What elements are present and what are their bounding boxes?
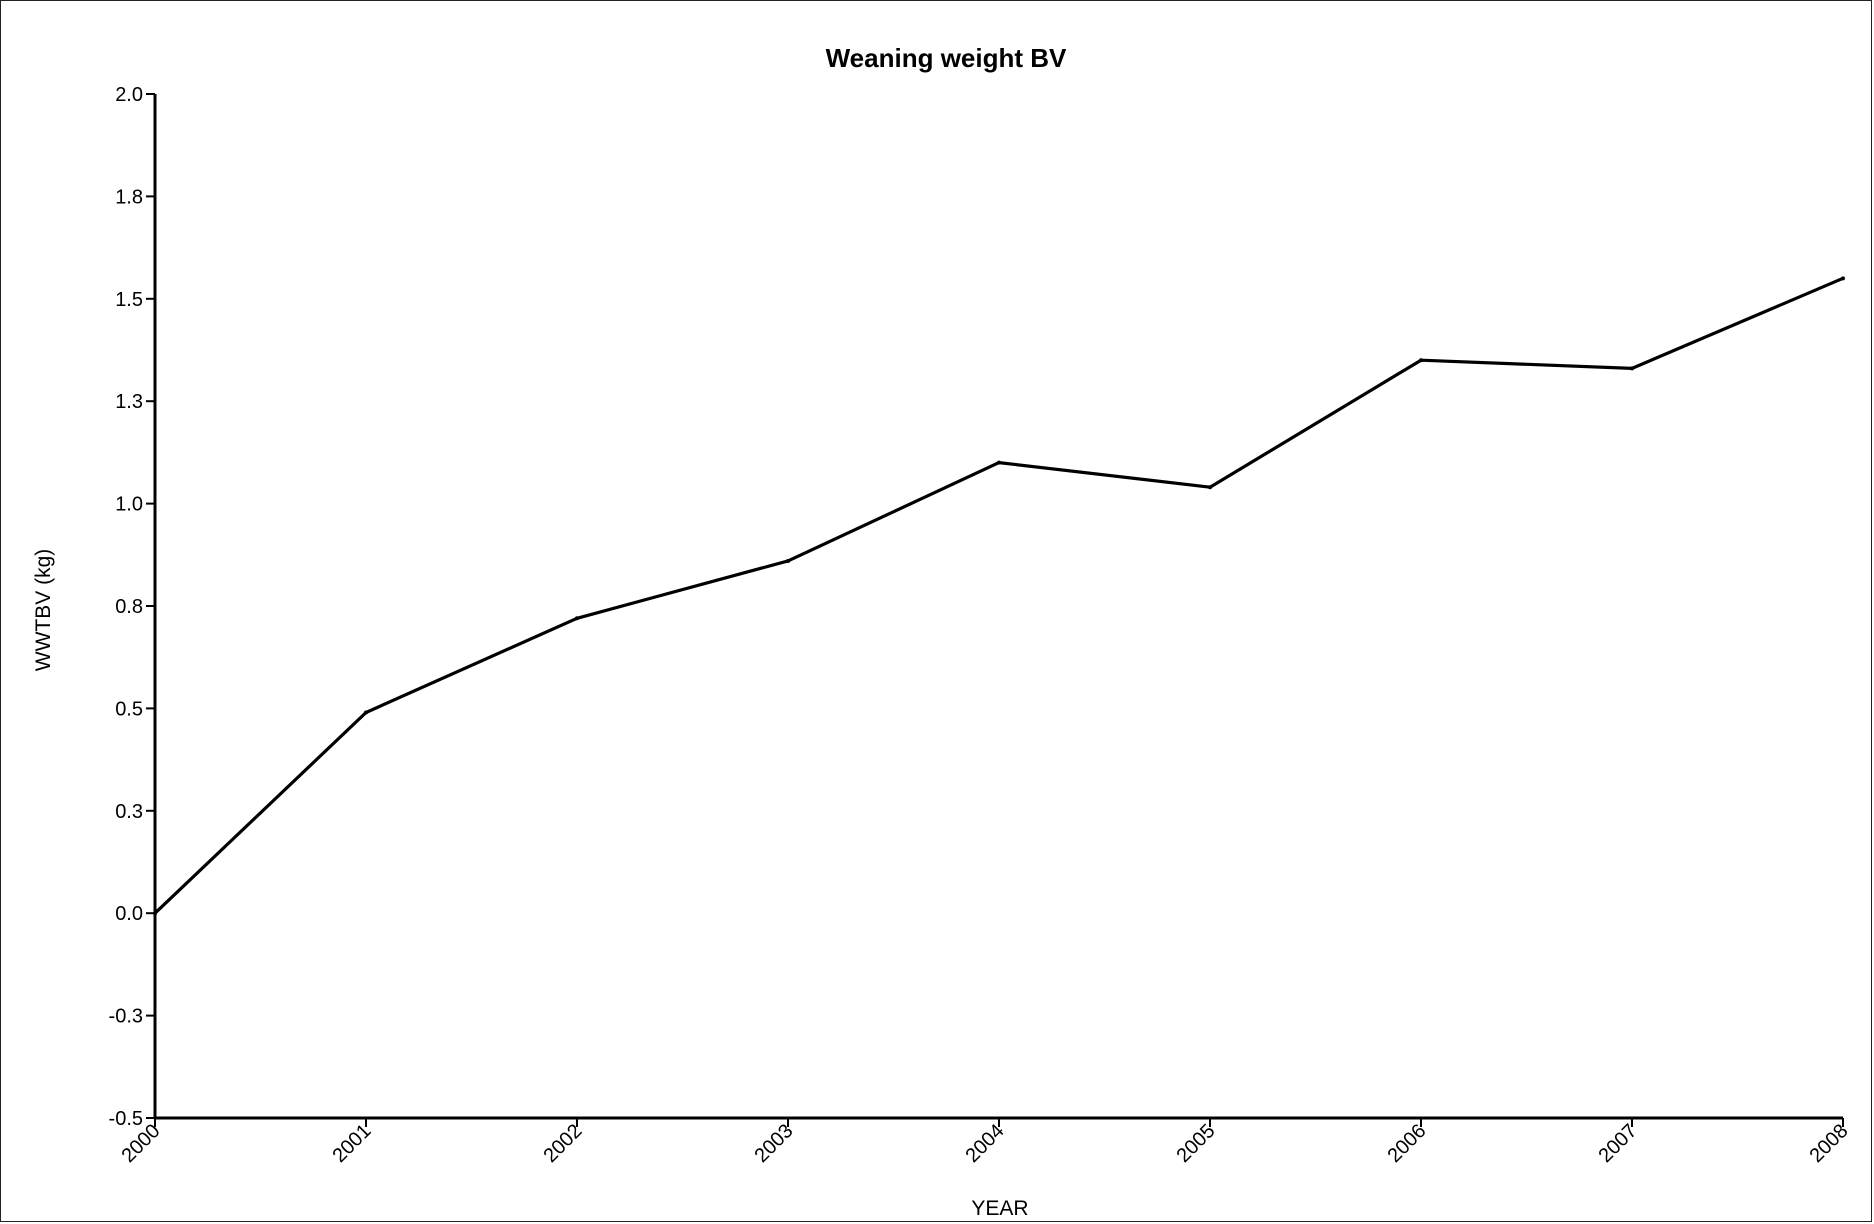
y-tick-label: 1.8 (115, 186, 143, 208)
x-tick-label: 2003 (751, 1120, 798, 1167)
data-point (364, 710, 368, 715)
x-tick-label: 2007 (1595, 1120, 1642, 1167)
data-point (786, 558, 790, 563)
y-tick-label: -0.3 (109, 1006, 143, 1028)
y-tick-label: 1.3 (115, 391, 143, 413)
data-point (1841, 276, 1845, 281)
y-axis-label: WWTBV (kg) (32, 549, 55, 671)
series-line (153, 276, 1845, 915)
x-tick-label: 2002 (540, 1120, 587, 1167)
data-point (1630, 366, 1634, 371)
y-tick-label: 1.0 (115, 494, 143, 516)
data-point (1208, 485, 1212, 490)
data-point (575, 616, 579, 621)
y-tick-label: 0.0 (115, 903, 143, 925)
y-tick-label: -0.5 (109, 1108, 143, 1130)
y-tick-label: 0.5 (115, 698, 143, 720)
series-points (153, 276, 1845, 916)
x-tick-label: 2004 (962, 1120, 1009, 1167)
x-axis-ticks: 2000 2001 2002 2003 2004 2005 2006 2007 2008 (118, 1118, 1853, 1167)
x-tick-label: 2001 (329, 1120, 376, 1167)
x-axis-label: YEAR (971, 1197, 1028, 1220)
y-tick-label: 0.8 (115, 596, 143, 618)
data-point (1419, 358, 1423, 363)
y-axis-ticks: -0.5 -0.3 0.0 0.3 0.5 0.8 1.0 1.3 1.5 1.8 2.0 (109, 84, 155, 1130)
y-tick-label: 1.5 (115, 289, 143, 311)
data-point (153, 911, 157, 916)
y-tick-label: 2.0 (115, 84, 143, 106)
x-tick-label: 2006 (1384, 1120, 1431, 1167)
data-point (997, 460, 1001, 465)
x-tick-label: 2008 (1806, 1120, 1853, 1167)
x-tick-label: 2005 (1173, 1120, 1220, 1167)
chart-title: Weaning weight BV (826, 43, 1067, 73)
y-tick-label: 0.3 (115, 801, 143, 823)
